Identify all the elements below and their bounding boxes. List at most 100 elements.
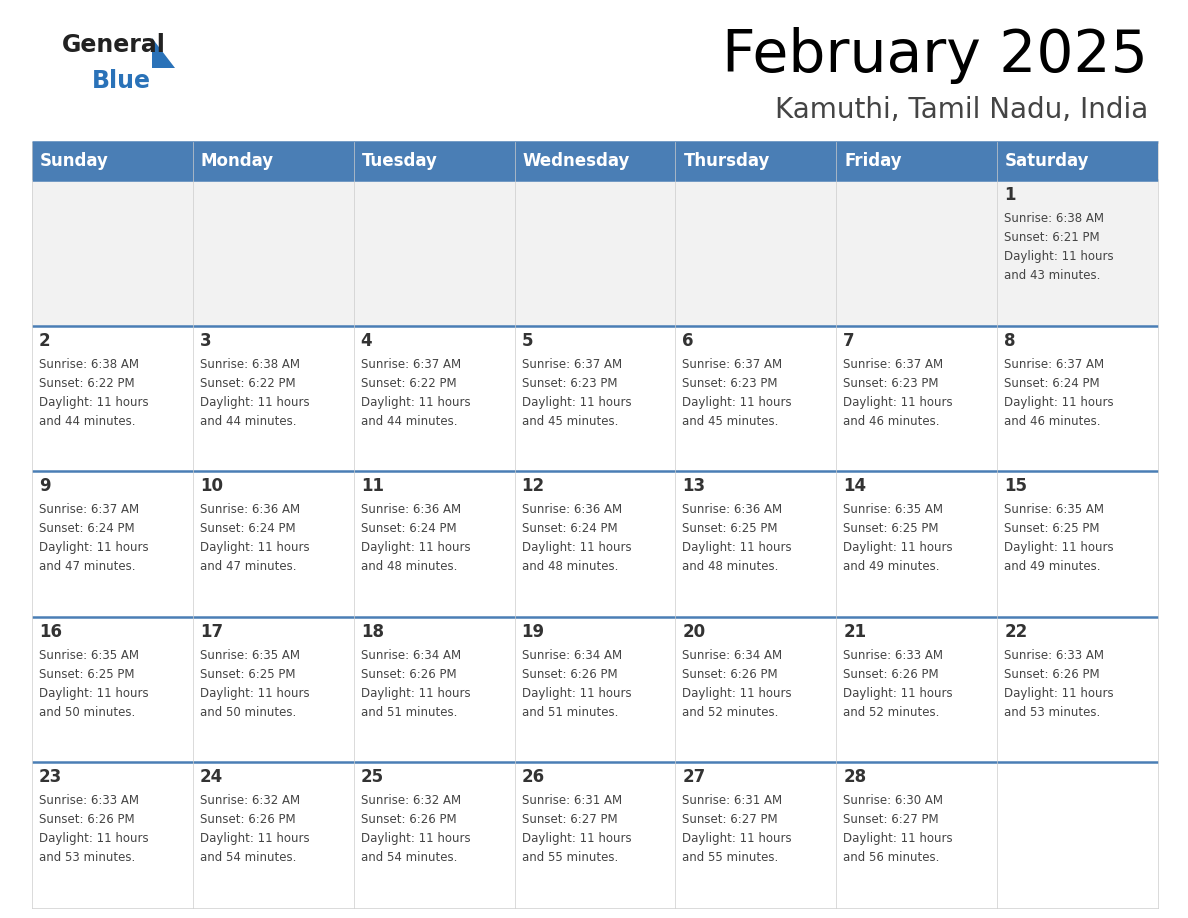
Text: 21: 21 [843, 622, 866, 641]
Text: Sunset: 6:21 PM: Sunset: 6:21 PM [1004, 231, 1100, 244]
Text: 28: 28 [843, 768, 866, 787]
Text: and 43 minutes.: and 43 minutes. [1004, 269, 1100, 282]
Text: Sunrise: 6:35 AM: Sunrise: 6:35 AM [843, 503, 943, 516]
Text: Sunrise: 6:37 AM: Sunrise: 6:37 AM [682, 358, 783, 371]
Text: Daylight: 11 hours: Daylight: 11 hours [522, 687, 631, 700]
Text: Daylight: 11 hours: Daylight: 11 hours [682, 542, 792, 554]
Bar [32, 326, 1158, 471]
Text: and 44 minutes.: and 44 minutes. [361, 415, 457, 428]
Text: Sunset: 6:25 PM: Sunset: 6:25 PM [200, 667, 296, 681]
Text: 15: 15 [1004, 477, 1028, 495]
Text: Daylight: 11 hours: Daylight: 11 hours [1004, 396, 1114, 409]
Text: Daylight: 11 hours: Daylight: 11 hours [843, 833, 953, 845]
Text: Daylight: 11 hours: Daylight: 11 hours [39, 833, 148, 845]
Text: Sunset: 6:24 PM: Sunset: 6:24 PM [1004, 376, 1100, 389]
Polygon shape [152, 38, 175, 68]
Text: Sunrise: 6:37 AM: Sunrise: 6:37 AM [39, 503, 139, 516]
Text: Sunday: Sunday [40, 152, 109, 170]
Text: Sunrise: 6:35 AM: Sunrise: 6:35 AM [200, 649, 299, 662]
Text: Sunrise: 6:34 AM: Sunrise: 6:34 AM [522, 649, 621, 662]
Text: Daylight: 11 hours: Daylight: 11 hours [39, 542, 148, 554]
Text: and 54 minutes.: and 54 minutes. [361, 851, 457, 865]
Text: Sunrise: 6:38 AM: Sunrise: 6:38 AM [200, 358, 299, 371]
Text: 19: 19 [522, 622, 544, 641]
Text: Sunrise: 6:36 AM: Sunrise: 6:36 AM [682, 503, 783, 516]
Text: Sunrise: 6:37 AM: Sunrise: 6:37 AM [522, 358, 621, 371]
Text: Daylight: 11 hours: Daylight: 11 hours [200, 542, 310, 554]
Text: Sunset: 6:25 PM: Sunset: 6:25 PM [682, 522, 778, 535]
Text: 14: 14 [843, 477, 866, 495]
Text: Sunrise: 6:35 AM: Sunrise: 6:35 AM [39, 649, 139, 662]
Text: and 49 minutes.: and 49 minutes. [1004, 560, 1100, 573]
Text: Daylight: 11 hours: Daylight: 11 hours [39, 396, 148, 409]
Text: Sunset: 6:22 PM: Sunset: 6:22 PM [39, 376, 134, 389]
Text: Sunset: 6:25 PM: Sunset: 6:25 PM [1004, 522, 1100, 535]
Text: Daylight: 11 hours: Daylight: 11 hours [522, 833, 631, 845]
Text: Daylight: 11 hours: Daylight: 11 hours [1004, 687, 1114, 700]
Text: 12: 12 [522, 477, 544, 495]
Text: Sunset: 6:26 PM: Sunset: 6:26 PM [200, 813, 296, 826]
Text: and 46 minutes.: and 46 minutes. [1004, 415, 1100, 428]
Text: 16: 16 [39, 622, 62, 641]
Text: Daylight: 11 hours: Daylight: 11 hours [843, 687, 953, 700]
Text: 9: 9 [39, 477, 51, 495]
Text: and 45 minutes.: and 45 minutes. [682, 415, 779, 428]
Text: Sunrise: 6:35 AM: Sunrise: 6:35 AM [1004, 503, 1104, 516]
Text: Blue: Blue [91, 69, 151, 93]
Text: and 46 minutes.: and 46 minutes. [843, 415, 940, 428]
Text: Sunset: 6:26 PM: Sunset: 6:26 PM [361, 813, 456, 826]
Text: Daylight: 11 hours: Daylight: 11 hours [200, 687, 310, 700]
Text: and 52 minutes.: and 52 minutes. [843, 706, 940, 719]
Bar [32, 617, 1158, 763]
Text: and 49 minutes.: and 49 minutes. [843, 560, 940, 573]
Text: Sunset: 6:27 PM: Sunset: 6:27 PM [682, 813, 778, 826]
Text: 24: 24 [200, 768, 223, 787]
Text: Sunrise: 6:38 AM: Sunrise: 6:38 AM [39, 358, 139, 371]
Text: Tuesday: Tuesday [361, 152, 437, 170]
Text: Sunset: 6:26 PM: Sunset: 6:26 PM [39, 813, 134, 826]
Text: and 52 minutes.: and 52 minutes. [682, 706, 779, 719]
Text: and 53 minutes.: and 53 minutes. [1004, 706, 1100, 719]
Text: and 53 minutes.: and 53 minutes. [39, 851, 135, 865]
Text: and 44 minutes.: and 44 minutes. [200, 415, 296, 428]
Text: Daylight: 11 hours: Daylight: 11 hours [200, 396, 310, 409]
Text: and 50 minutes.: and 50 minutes. [200, 706, 296, 719]
Text: Daylight: 11 hours: Daylight: 11 hours [682, 833, 792, 845]
Text: Daylight: 11 hours: Daylight: 11 hours [361, 833, 470, 845]
Text: Sunset: 6:24 PM: Sunset: 6:24 PM [39, 522, 134, 535]
Text: 4: 4 [361, 331, 372, 350]
Text: Sunset: 6:22 PM: Sunset: 6:22 PM [361, 376, 456, 389]
Text: Thursday: Thursday [683, 152, 770, 170]
Text: Daylight: 11 hours: Daylight: 11 hours [843, 396, 953, 409]
Text: 10: 10 [200, 477, 223, 495]
Text: Sunset: 6:27 PM: Sunset: 6:27 PM [843, 813, 939, 826]
Text: Sunset: 6:26 PM: Sunset: 6:26 PM [361, 667, 456, 681]
Text: Daylight: 11 hours: Daylight: 11 hours [522, 396, 631, 409]
Text: and 51 minutes.: and 51 minutes. [361, 706, 457, 719]
Text: 13: 13 [682, 477, 706, 495]
Bar [32, 763, 1158, 908]
Text: 27: 27 [682, 768, 706, 787]
Text: Daylight: 11 hours: Daylight: 11 hours [361, 687, 470, 700]
Text: 5: 5 [522, 331, 533, 350]
Text: 3: 3 [200, 331, 211, 350]
Text: Sunrise: 6:32 AM: Sunrise: 6:32 AM [200, 794, 301, 808]
Text: and 54 minutes.: and 54 minutes. [200, 851, 296, 865]
Text: Daylight: 11 hours: Daylight: 11 hours [522, 542, 631, 554]
Text: Sunset: 6:23 PM: Sunset: 6:23 PM [843, 376, 939, 389]
Text: Daylight: 11 hours: Daylight: 11 hours [39, 687, 148, 700]
Text: 20: 20 [682, 622, 706, 641]
Text: Sunrise: 6:33 AM: Sunrise: 6:33 AM [843, 649, 943, 662]
Bar [32, 142, 1158, 180]
Text: Sunrise: 6:31 AM: Sunrise: 6:31 AM [522, 794, 621, 808]
Text: Daylight: 11 hours: Daylight: 11 hours [361, 542, 470, 554]
Text: Sunrise: 6:36 AM: Sunrise: 6:36 AM [522, 503, 621, 516]
Text: and 51 minutes.: and 51 minutes. [522, 706, 618, 719]
Text: and 56 minutes.: and 56 minutes. [843, 851, 940, 865]
Text: 7: 7 [843, 331, 855, 350]
Text: Sunset: 6:26 PM: Sunset: 6:26 PM [522, 667, 618, 681]
Text: 18: 18 [361, 622, 384, 641]
Text: Sunrise: 6:36 AM: Sunrise: 6:36 AM [200, 503, 301, 516]
Text: Daylight: 11 hours: Daylight: 11 hours [843, 542, 953, 554]
Text: Sunrise: 6:33 AM: Sunrise: 6:33 AM [39, 794, 139, 808]
